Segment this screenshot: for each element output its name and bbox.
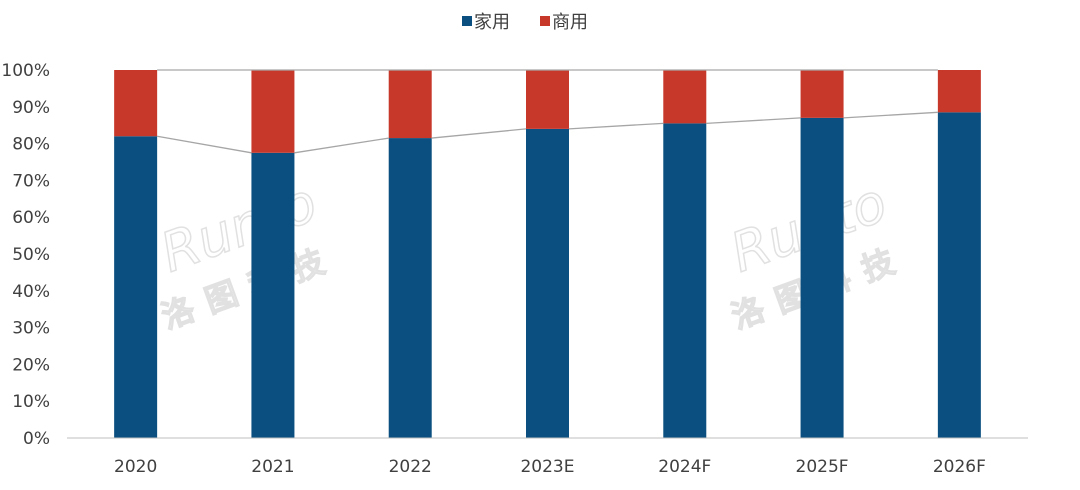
bar-segment-commercial-2020: [114, 70, 158, 137]
legend: 家用 商用: [462, 12, 588, 33]
x-tick-label: 2023E: [520, 457, 574, 477]
connector-line-home: [568, 122, 664, 130]
y-tick-label: 80%: [12, 135, 50, 155]
connector-line-home: [706, 117, 801, 125]
bar-segment-home-2023E: [526, 128, 569, 438]
connector-line-home: [157, 135, 252, 154]
x-tick-label: 2025F: [796, 457, 849, 477]
bar-segment-home-2026F: [937, 112, 981, 438]
connector-line-layer: [157, 69, 938, 154]
bar-segment-commercial-2023E: [526, 70, 569, 129]
y-tick-label: 100%: [1, 61, 50, 81]
legend-swatch-commercial: [540, 16, 550, 26]
bar-segment-home-2024F: [663, 123, 707, 439]
x-tick-label: 2020: [114, 457, 157, 477]
y-tick-label: 60%: [12, 208, 50, 228]
x-tick-label: 2021: [251, 457, 294, 477]
y-tick-label: 40%: [12, 282, 50, 302]
bar-segment-commercial-2022: [388, 70, 432, 139]
axes-layer: 0% 10% 20% 30% 40% 50% 60% 70% 80% 90% 100% 2020 202…: [1, 61, 1028, 477]
bar-segment-commercial-2026F: [937, 70, 981, 113]
y-tick-label: 50%: [12, 245, 50, 265]
y-tick-label: 10%: [12, 392, 50, 412]
legend-label-home: 家用: [474, 12, 510, 33]
bar-segment-commercial-2024F: [663, 70, 707, 124]
legend-label-commercial: 商用: [552, 12, 588, 33]
legend-swatch-home: [462, 16, 472, 26]
watermark: Runto洛图科技Runto洛图科技: [152, 170, 913, 337]
connector-line-home: [294, 137, 389, 154]
bar-segment-home-2020: [114, 136, 158, 439]
y-tick-label: 90%: [12, 98, 50, 118]
y-tick-label: 0%: [23, 429, 50, 449]
y-tick-label: 20%: [12, 355, 50, 375]
y-tick-label: 30%: [12, 319, 50, 339]
bar-segment-commercial-2025F: [800, 70, 844, 118]
connector-line-home: [843, 111, 938, 119]
x-tick-label: 2026F: [933, 457, 986, 477]
bar-segment-commercial-2021: [251, 70, 295, 153]
x-tick-label: 2024F: [658, 457, 711, 477]
bars-layer: [114, 70, 981, 439]
connector-line-home: [431, 128, 527, 139]
y-tick-label: 70%: [12, 171, 50, 191]
bar-segment-home-2022: [388, 138, 432, 438]
x-tick-label: 2022: [389, 457, 432, 477]
bar-segment-home-2025F: [800, 117, 844, 438]
bar-segment-home-2021: [251, 152, 295, 439]
